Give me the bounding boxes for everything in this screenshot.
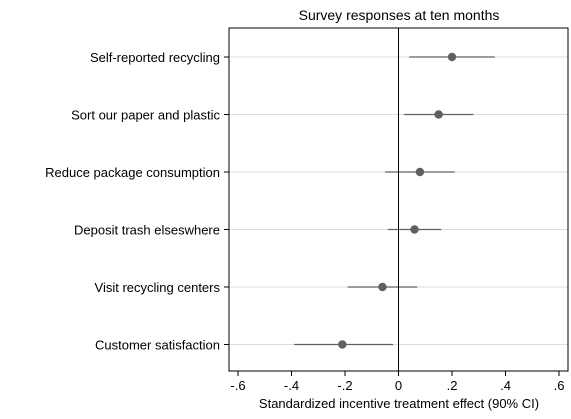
point-estimate bbox=[378, 282, 387, 292]
y-axis-label: Self-reported recycling bbox=[90, 50, 220, 65]
x-axis-tick-label: .2 bbox=[447, 378, 458, 393]
x-axis-tick-label: 0 bbox=[395, 378, 402, 393]
y-axis-label: Sort our paper and plastic bbox=[71, 108, 220, 123]
y-axis-label: Customer satisfaction bbox=[95, 338, 220, 353]
point-estimate bbox=[447, 52, 457, 62]
x-axis-tick-label: -.2 bbox=[337, 378, 352, 393]
y-axis-label: Visit recycling centers bbox=[95, 280, 221, 295]
x-axis-ticks: -.6 -.4 -.2 0 .2 .4 .6 bbox=[230, 371, 564, 393]
point-estimate bbox=[338, 340, 347, 349]
point-estimate bbox=[410, 225, 419, 234]
point-estimate bbox=[434, 110, 443, 119]
x-axis-tick-label: .6 bbox=[554, 378, 565, 393]
x-axis-tick-label: -.6 bbox=[230, 378, 245, 393]
point-estimates bbox=[338, 52, 457, 349]
x-axis-tick-label: .4 bbox=[500, 378, 511, 393]
chart-title: Survey responses at ten months bbox=[299, 7, 500, 23]
x-axis-label: Standardized incentive treatment effect … bbox=[259, 396, 539, 411]
category-labels: Self-reported recycling Sort our paper an… bbox=[45, 50, 229, 353]
x-axis-tick-label: -.4 bbox=[284, 378, 299, 393]
y-axis-label: Deposit trash elseswhere bbox=[74, 223, 220, 238]
y-axis-label: Reduce package consumption bbox=[45, 165, 220, 180]
confidence-intervals bbox=[294, 56, 495, 346]
point-estimate bbox=[415, 167, 425, 177]
